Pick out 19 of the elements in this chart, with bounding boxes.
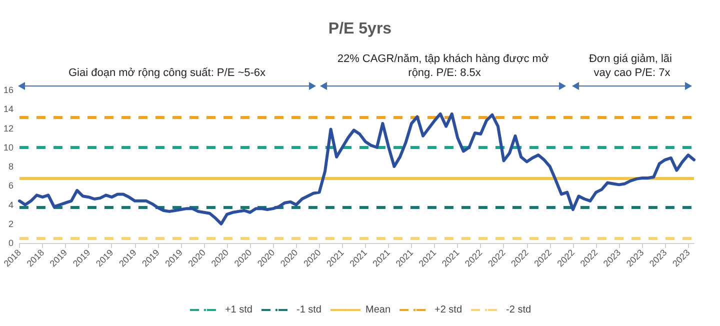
line-series: [18, 112, 696, 226]
y-tick-label: 12: [3, 123, 14, 134]
text: 22% CAGR/năm, tập khách hàng được mở rộng. P/E: 8.5x: [337, 53, 549, 79]
y-tick-label: 10: [3, 142, 14, 152]
y-tick-label: 14: [3, 104, 14, 114]
legend-label: -1 std: [296, 304, 322, 316]
legend-label: +1 std: [224, 304, 252, 316]
chart-title: P/E 5yrs: [328, 20, 392, 38]
legend-label: +2 std: [434, 304, 462, 316]
legend-label: Mean: [365, 304, 391, 316]
y-tick-label: 6: [8, 180, 14, 191]
text: Đơn giá giảm, lãi vay cao P/E: 7x: [588, 53, 676, 79]
y-tick-label: 0: [8, 238, 14, 248]
legend-label: -2 std: [506, 304, 532, 316]
y-tick-label: 8: [8, 162, 14, 172]
y-tick-label: 2: [8, 218, 14, 229]
text: Giai đoạn mở rộng công suất: P/E ~5-6x: [68, 67, 266, 79]
y-tick-label: 16: [3, 85, 14, 95]
y-tick-label: 4: [8, 200, 14, 210]
